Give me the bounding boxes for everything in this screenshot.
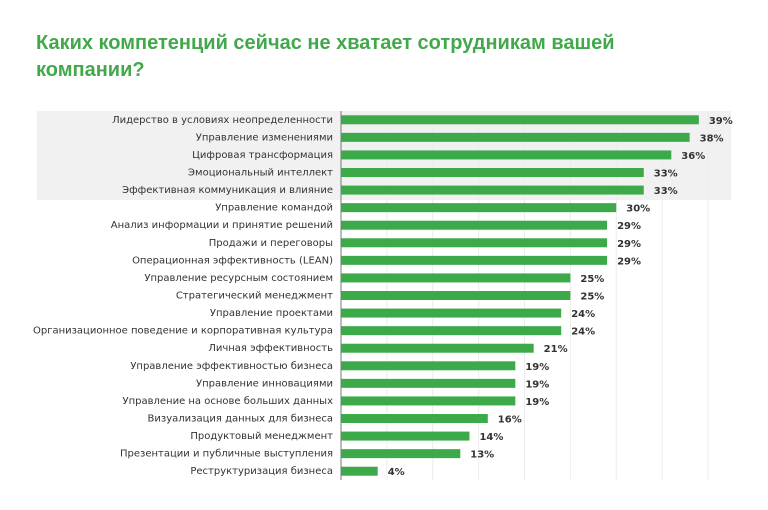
value-label: 21%: [544, 344, 568, 355]
value-label: 38%: [700, 133, 724, 144]
bar: [341, 132, 690, 142]
y-tick-label: Управление изменениями: [196, 132, 333, 143]
bar: [341, 431, 470, 441]
bar: [341, 308, 562, 318]
y-tick-label: Презентации и публичные выступления: [120, 449, 333, 460]
value-label: 33%: [654, 169, 678, 180]
value-label: 39%: [709, 116, 733, 127]
value-label: 29%: [617, 239, 641, 250]
y-tick-label: Операционная эффективность (LEAN): [132, 255, 333, 266]
bar: [341, 203, 617, 213]
y-tick-label: Управление командой: [215, 203, 333, 214]
y-tick-label: Личная эффективность: [208, 343, 333, 354]
bar: [341, 291, 571, 300]
bar: [341, 361, 516, 371]
y-tick-label: Управление инновациями: [196, 378, 333, 389]
bar: [341, 326, 562, 336]
bar: [341, 396, 516, 406]
value-label: 4%: [388, 467, 405, 478]
y-tick-label: Лидерство в условиях неопределенности: [112, 115, 333, 126]
y-tick-label: Визуализация данных для бизнеса: [148, 414, 333, 425]
value-label: 19%: [525, 397, 549, 408]
y-tick-label: Управление на основе больших данных: [122, 396, 333, 407]
value-label: 33%: [654, 186, 678, 197]
value-label: 13%: [470, 450, 494, 461]
value-label: 36%: [681, 151, 705, 162]
bar: [341, 273, 571, 283]
value-label: 29%: [617, 221, 641, 232]
value-label: 29%: [617, 256, 641, 267]
value-label: 19%: [525, 362, 549, 373]
bar: [341, 185, 644, 195]
value-label: 25%: [580, 292, 604, 303]
bar: [341, 115, 699, 125]
y-tick-label: Эффективная коммуникация и влияние: [122, 185, 333, 196]
y-tick-label: Продуктовый менеджмент: [190, 431, 333, 442]
y-tick-label: Анализ информации и принятие решений: [111, 220, 333, 231]
bar: [341, 150, 672, 160]
value-label: 14%: [479, 432, 503, 443]
bar: [341, 238, 608, 248]
y-tick-label: Эмоциональный интеллект: [188, 168, 333, 179]
bar: [341, 168, 644, 177]
y-tick-label: Управление эффективностью бизнеса: [130, 361, 333, 372]
bar: [341, 449, 461, 459]
bar: [341, 343, 534, 353]
chart-title: Каких компетенций сейчас не хватает сотр…: [36, 32, 615, 81]
bar: [341, 466, 378, 476]
value-label: 25%: [580, 274, 604, 285]
value-label: 19%: [525, 379, 549, 390]
y-tick-label: Управление проектами: [210, 308, 333, 319]
bar: [341, 414, 488, 423]
value-label: 16%: [498, 415, 522, 426]
y-tick-label: Стратегический менеджмент: [176, 291, 333, 302]
value-label: 24%: [571, 309, 595, 320]
y-tick-label: Управление ресурсным состоянием: [144, 273, 333, 284]
value-label: 30%: [626, 204, 650, 215]
value-label: 24%: [571, 327, 595, 338]
y-tick-label: Организационное поведение и корпоративна…: [33, 326, 333, 337]
bar: [341, 220, 608, 230]
y-tick-label: Реструктуризация бизнеса: [190, 466, 333, 477]
bar: [341, 255, 608, 265]
y-tick-label: Цифровая трансформация: [192, 150, 333, 161]
y-tick-label: Продажи и переговоры: [209, 238, 333, 249]
bar: [341, 378, 516, 388]
